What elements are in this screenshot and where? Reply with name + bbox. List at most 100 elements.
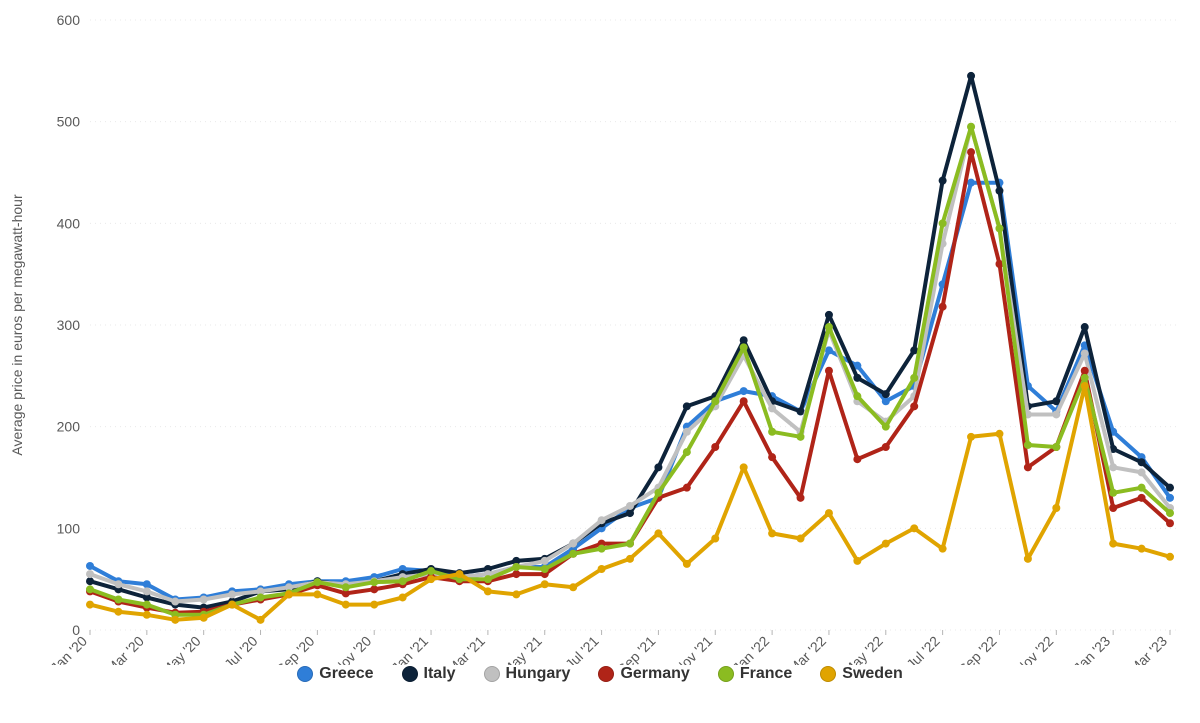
series-marker <box>853 455 861 463</box>
series-marker <box>740 336 748 344</box>
x-tick-label: Sep '21 <box>614 633 659 665</box>
series-marker <box>484 575 492 583</box>
series-marker <box>228 601 236 609</box>
series-marker <box>598 565 606 573</box>
series-marker <box>683 560 691 568</box>
series-marker <box>768 453 776 461</box>
series-marker <box>541 580 549 588</box>
series-marker <box>370 578 378 586</box>
series-marker <box>825 346 833 354</box>
series-marker <box>740 343 748 351</box>
legend-item-hungary[interactable]: Hungary <box>484 665 571 683</box>
legend-item-sweden[interactable]: Sweden <box>820 665 902 683</box>
series-marker <box>1138 494 1146 502</box>
x-tick-label: Jan '23 <box>1070 633 1113 665</box>
x-tick-label: May '22 <box>840 633 886 665</box>
legend-swatch-icon <box>820 666 836 682</box>
series-marker <box>1109 489 1117 497</box>
series-marker <box>882 423 890 431</box>
series-marker <box>711 535 719 543</box>
series-marker <box>995 187 1003 195</box>
series-marker <box>200 596 208 604</box>
series-marker <box>569 550 577 558</box>
series-marker <box>1081 374 1089 382</box>
series-marker <box>882 443 890 451</box>
legend-swatch-icon <box>402 666 418 682</box>
series-marker <box>86 601 94 609</box>
series-marker <box>427 575 435 583</box>
legend-swatch-icon <box>598 666 614 682</box>
legend-item-germany[interactable]: Germany <box>598 665 689 683</box>
series-marker <box>1138 545 1146 553</box>
series-marker <box>370 601 378 609</box>
x-tick-label: Jan '22 <box>729 633 772 665</box>
legend-label: Germany <box>620 665 689 683</box>
series-marker <box>683 448 691 456</box>
series-marker <box>1024 555 1032 563</box>
series-marker <box>1138 458 1146 466</box>
series-marker <box>541 565 549 573</box>
series-marker <box>228 590 236 598</box>
series-marker <box>740 387 748 395</box>
series-marker <box>882 540 890 548</box>
series-marker <box>342 583 350 591</box>
x-tick-label: Sep '22 <box>955 633 1000 665</box>
series-marker <box>910 402 918 410</box>
series-marker <box>569 583 577 591</box>
series-marker <box>882 397 890 405</box>
series-marker <box>683 484 691 492</box>
x-tick-label: Mar '22 <box>785 633 829 665</box>
series-marker <box>1024 441 1032 449</box>
series-marker <box>1081 349 1089 357</box>
series-marker <box>797 535 805 543</box>
series-marker <box>683 402 691 410</box>
series-marker <box>1138 468 1146 476</box>
x-tick-label: Jan '21 <box>388 633 431 665</box>
x-tick-label: Jul '22 <box>903 633 943 665</box>
x-tick-label: Mar '23 <box>1126 633 1170 665</box>
series-marker <box>1166 494 1174 502</box>
series-marker <box>285 590 293 598</box>
series-marker <box>427 567 435 575</box>
series-marker <box>825 311 833 319</box>
series-marker <box>313 578 321 586</box>
series-marker <box>313 590 321 598</box>
x-tick-label: Mar '21 <box>444 633 488 665</box>
series-marker <box>598 516 606 524</box>
legend-item-france[interactable]: France <box>718 665 792 683</box>
series-marker <box>114 608 122 616</box>
x-tick-label: Nov '21 <box>671 633 716 665</box>
series-line-hungary <box>90 127 1170 602</box>
series-marker <box>1109 463 1117 471</box>
y-tick-label: 300 <box>57 317 81 333</box>
x-tick-label: Nov '20 <box>330 633 375 665</box>
y-tick-label: 500 <box>57 114 81 130</box>
series-marker <box>143 587 151 595</box>
series-marker <box>910 524 918 532</box>
legend-item-italy[interactable]: Italy <box>402 665 456 683</box>
series-marker <box>1166 484 1174 492</box>
series-marker <box>512 563 520 571</box>
series-marker <box>512 570 520 578</box>
series-marker <box>1109 504 1117 512</box>
series-marker <box>114 580 122 588</box>
series-marker <box>626 555 634 563</box>
series-marker <box>1081 323 1089 331</box>
series-marker <box>853 392 861 400</box>
legend-item-greece[interactable]: Greece <box>297 665 373 683</box>
series-marker <box>1166 509 1174 517</box>
series-marker <box>257 593 265 601</box>
electricity-price-chart: 0100200300400500600Average price in euro… <box>0 0 1200 665</box>
series-marker <box>711 397 719 405</box>
series-marker <box>399 593 407 601</box>
series-marker <box>143 580 151 588</box>
series-marker <box>86 577 94 585</box>
series-marker <box>1081 382 1089 390</box>
legend-label: Hungary <box>506 665 571 683</box>
x-tick-label: Jul '21 <box>562 633 602 665</box>
series-marker <box>1052 504 1060 512</box>
series-marker <box>995 430 1003 438</box>
legend-swatch-icon <box>297 666 313 682</box>
series-marker <box>86 562 94 570</box>
series-marker <box>797 407 805 415</box>
